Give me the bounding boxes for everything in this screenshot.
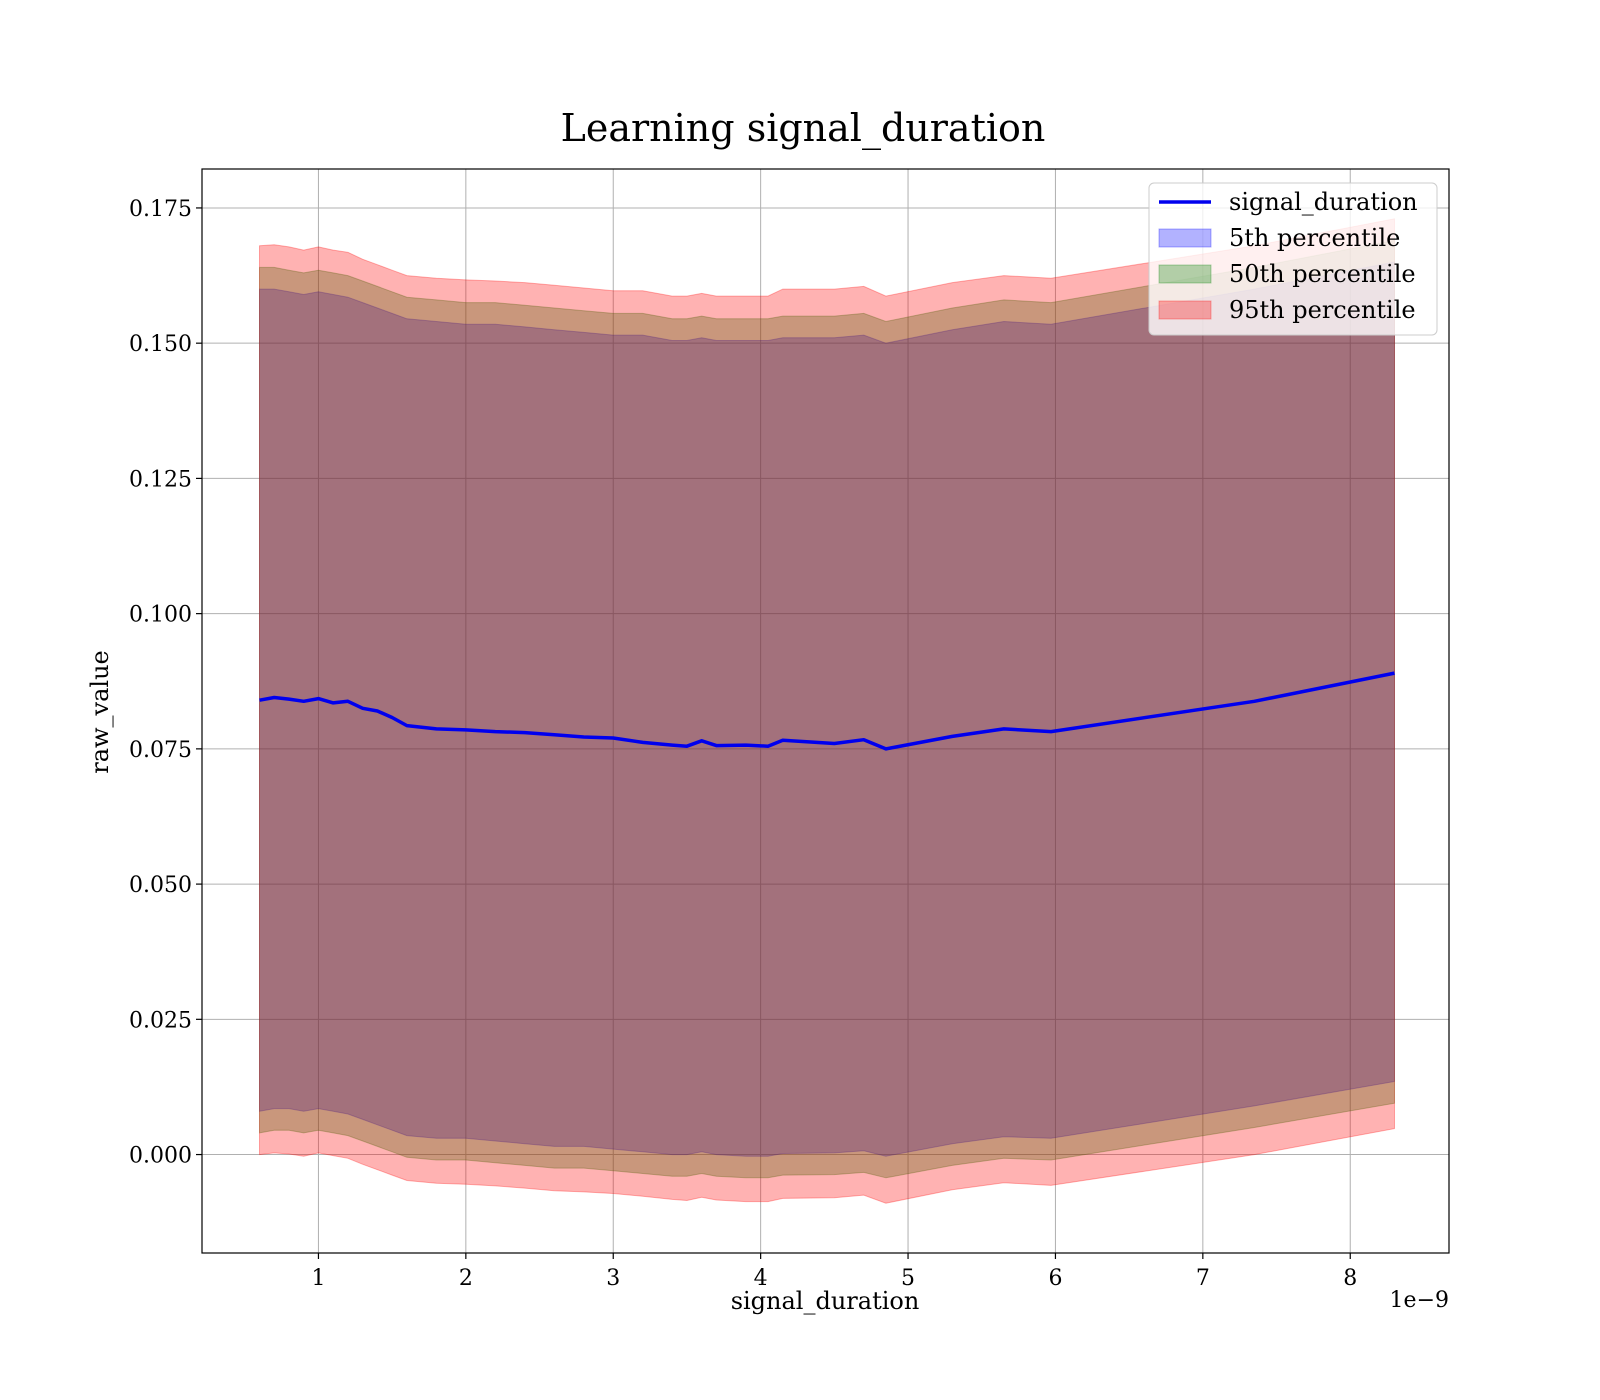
plot-frame bbox=[201, 168, 1450, 1254]
x-offset-text: 1e−9 bbox=[1390, 1288, 1449, 1313]
95th-percentile-band bbox=[259, 218, 1395, 1204]
legend-label-95th-percentile: 95th percentile bbox=[1229, 296, 1416, 324]
y-tick-label: 0.100 bbox=[129, 603, 192, 628]
legend: signal_duration 5th percentile 50th percen… bbox=[1148, 182, 1438, 336]
x-tick-label: 6 bbox=[1048, 1266, 1062, 1291]
y-tick-label: 0.125 bbox=[129, 467, 192, 492]
percentile-bands bbox=[259, 218, 1395, 1204]
legend-swatch-50th-percentile bbox=[1158, 264, 1212, 284]
y-tick-label: 0.150 bbox=[129, 332, 192, 357]
legend-label-5th-percentile: 5th percentile bbox=[1229, 224, 1400, 252]
x-tick-label: 4 bbox=[754, 1266, 768, 1291]
signal-duration-line bbox=[259, 671, 1395, 751]
y-tick-label: 0.000 bbox=[129, 1144, 192, 1169]
y-tick-label: 0.075 bbox=[129, 738, 192, 763]
axis-ticks: 1 2 3 4 5 6 7 8 0.000 0.025 0.050 0.075 0.100 0.125 0.… bbox=[129, 197, 1357, 1291]
x-axis-label: signal_duration bbox=[731, 1287, 920, 1315]
x-tick-label: 1 bbox=[311, 1266, 325, 1291]
legend-label-50th-percentile: 50th percentile bbox=[1229, 260, 1416, 288]
y-axis-label: raw_value bbox=[86, 650, 114, 774]
chart-title: Learning signal_duration bbox=[561, 106, 1046, 151]
legend-label-signal_duration: signal_duration bbox=[1229, 188, 1418, 216]
5th-percentile-band bbox=[259, 261, 1395, 1157]
x-tick-label: 2 bbox=[459, 1266, 473, 1291]
y-tick-label: 0.025 bbox=[129, 1008, 192, 1033]
series-lines bbox=[259, 671, 1395, 751]
x-tick-label: 7 bbox=[1196, 1266, 1210, 1291]
legend-swatch-95th-percentile bbox=[1158, 300, 1212, 320]
x-tick-label: 3 bbox=[606, 1266, 620, 1291]
x-tick-label: 5 bbox=[901, 1266, 915, 1291]
50th-percentile-band bbox=[259, 239, 1395, 1179]
y-tick-label: 0.050 bbox=[129, 873, 192, 898]
x-tick-label: 8 bbox=[1343, 1266, 1357, 1291]
y-tick-label: 0.175 bbox=[129, 197, 192, 222]
grid-lines bbox=[202, 169, 1449, 1253]
legend-swatch-5th-percentile bbox=[1158, 228, 1212, 248]
legend-box bbox=[1148, 182, 1438, 336]
